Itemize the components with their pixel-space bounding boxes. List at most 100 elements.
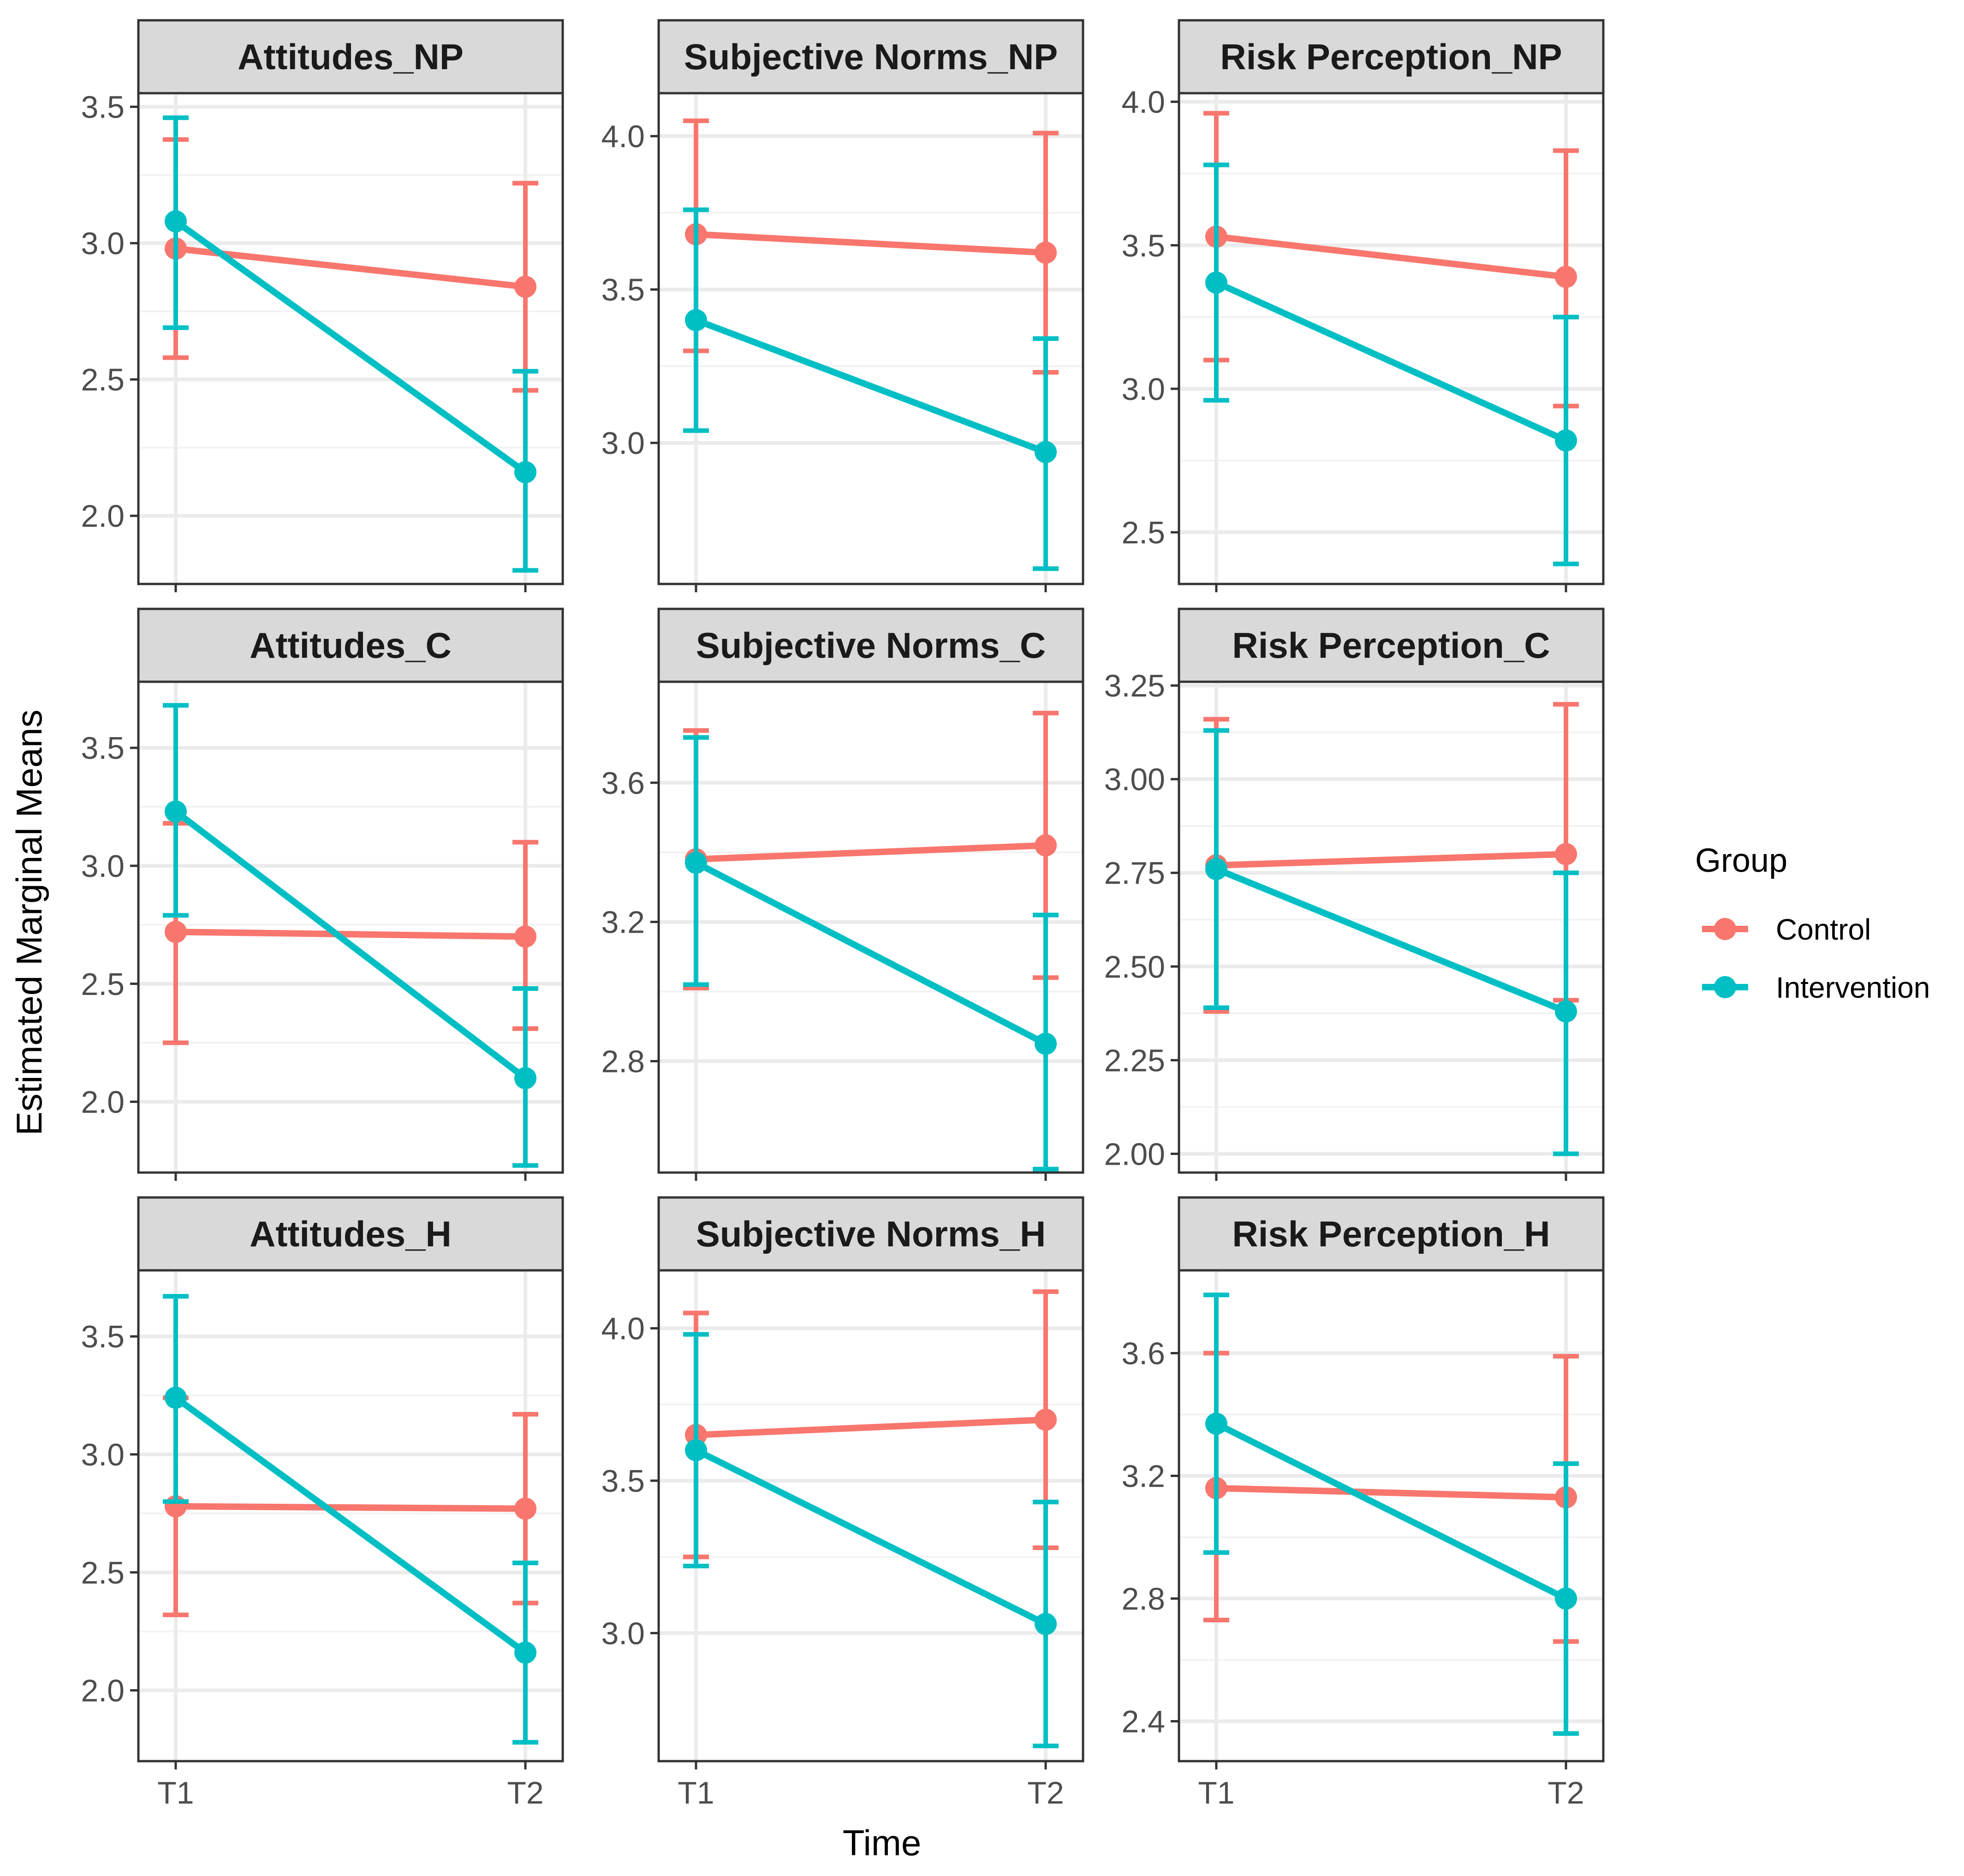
y-tick-label: 2.00 [1104,1137,1165,1172]
facet-subjective-norms-h: Subjective Norms_H 3.0 3.5 4.0 T1 T2 [601,1196,1084,1810]
panel-background [659,1270,1083,1761]
series-line [1213,1485,1570,1501]
legend-title: Group [1695,842,1787,879]
legend: Group Control Intervention [1695,842,1930,1004]
x-tick-label: T2 [1547,1775,1584,1810]
series-line [1213,1420,1570,1602]
series-line [172,1503,529,1512]
y-axis-title: Estimated Marginal Means [9,709,49,1135]
y-tick-label: 3.6 [601,766,645,801]
facet-risk-perception-h: Risk Perception_H 2.4 2.8 3.2 3.6 T1 T2 [1121,1196,1605,1810]
facet-strip [1178,19,1605,95]
y-tick-label: 3.5 [601,1464,645,1499]
series-line [172,245,529,290]
data-point-t1 [164,921,187,943]
data-point-t2 [1035,1408,1057,1431]
series-line [172,808,529,1082]
data-point-t2 [1035,441,1057,464]
series-intervention [1203,1292,1579,1736]
data-point-t2 [514,1497,537,1520]
facet-title: Subjective Norms_C [696,625,1046,666]
x-axis-title: Time [843,1822,921,1863]
y-tick-label: 3.2 [601,905,645,940]
series-line [1213,279,1570,444]
facet-title: Subjective Norms_H [696,1214,1046,1254]
series-line [172,1394,529,1656]
y-tick-label: 2.0 [81,499,125,534]
data-point-t2 [1555,429,1577,452]
panel-background [659,682,1083,1173]
data-point-t2 [1555,1587,1577,1610]
y-tick-label: 3.0 [601,426,645,461]
panel-border [657,1269,1084,1763]
series-line [692,842,1049,863]
facet-risk-perception-c: Risk Perception_C 2.00 2.25 2.50 2.75 3.00 3.2… [1104,607,1605,1181]
x-tick-label: T2 [507,1775,543,1810]
panel-background [138,682,563,1173]
facet-title: Attitudes_NP [238,36,464,77]
series-intervention [683,1332,1059,1748]
series-intervention [162,703,539,1168]
facet-title: Attitudes_H [250,1214,452,1254]
series-line [1213,851,1570,869]
x-tick-label: T2 [1027,1775,1064,1810]
y-tick-label: 4.0 [1121,85,1165,120]
panel-border [657,680,1084,1174]
y-tick-label: 2.75 [1104,856,1165,891]
data-point-t2 [514,275,537,298]
facet-strip [657,19,1084,95]
series-intervention [162,1294,539,1745]
panel-background [1179,93,1603,584]
y-tick-label: 2.0 [81,1085,125,1120]
data-point-t2 [514,1641,537,1664]
y-tick-label: 2.50 [1104,949,1165,984]
series-line [692,1416,1049,1438]
series-intervention [1203,162,1579,566]
y-tick-label: 2.0 [81,1674,125,1709]
legend-item-intervention: Intervention [1702,971,1930,1004]
data-point-t2 [514,461,537,483]
data-point-t1 [684,309,707,332]
facet-grid: Attitudes_NP 2.0 2.5 3.0 3.5 Subjective Norms… [81,19,1605,1810]
facet-strip [137,1196,564,1272]
legend-item-control: Control [1702,913,1871,946]
y-tick-label: 2.5 [1121,515,1165,550]
facet-risk-perception-np: Risk Perception_NP 2.5 3.0 3.5 4.0 [1121,19,1605,592]
y-tick-label: 2.5 [81,363,125,398]
y-tick-label: 3.2 [1121,1459,1165,1494]
facet-strip [137,607,564,683]
y-tick-label: 2.8 [1121,1582,1165,1617]
series-line [172,218,529,476]
facet-subjective-norms-c: Subjective Norms_C 2.8 3.2 3.6 [601,607,1084,1181]
y-tick-label: 2.4 [1121,1704,1165,1739]
data-point-t1 [164,1387,187,1409]
panel-background [138,1270,563,1761]
facet-attitudes-h: Attitudes_H 2.0 2.5 3.0 3.5 T1 T2 [81,1196,564,1810]
facet-strip [137,19,564,95]
series-line [1213,866,1570,1015]
panel-border [1178,1269,1605,1763]
series-line [692,1447,1049,1627]
panel-border [1178,680,1605,1174]
y-tick-label: 4.0 [601,1311,645,1346]
y-tick-label: 3.0 [81,226,125,261]
series-line [172,929,529,940]
facet-attitudes-np: Attitudes_NP 2.0 2.5 3.0 3.5 [81,19,564,592]
y-tick-label: 2.8 [601,1044,645,1079]
facet-title: Risk Perception_NP [1220,36,1562,77]
panel-background [1179,1270,1603,1761]
data-point-t1 [684,1439,707,1461]
data-point-t1 [164,800,187,823]
series-line [692,317,1049,456]
series-line [692,859,1049,1047]
panel-border [137,1269,564,1763]
data-point-t1 [1205,271,1227,294]
y-tick-label: 2.5 [81,1555,125,1590]
y-tick-label: 3.5 [81,90,125,125]
facet-strip [657,1196,1084,1272]
y-tick-label: 4.0 [601,119,645,154]
y-tick-label: 3.0 [601,1616,645,1651]
y-tick-label: 3.0 [1121,372,1165,407]
legend-label-control: Control [1776,913,1871,946]
facet-subjective-norms-np: Subjective Norms_NP 3.0 3.5 4.0 [601,19,1084,592]
